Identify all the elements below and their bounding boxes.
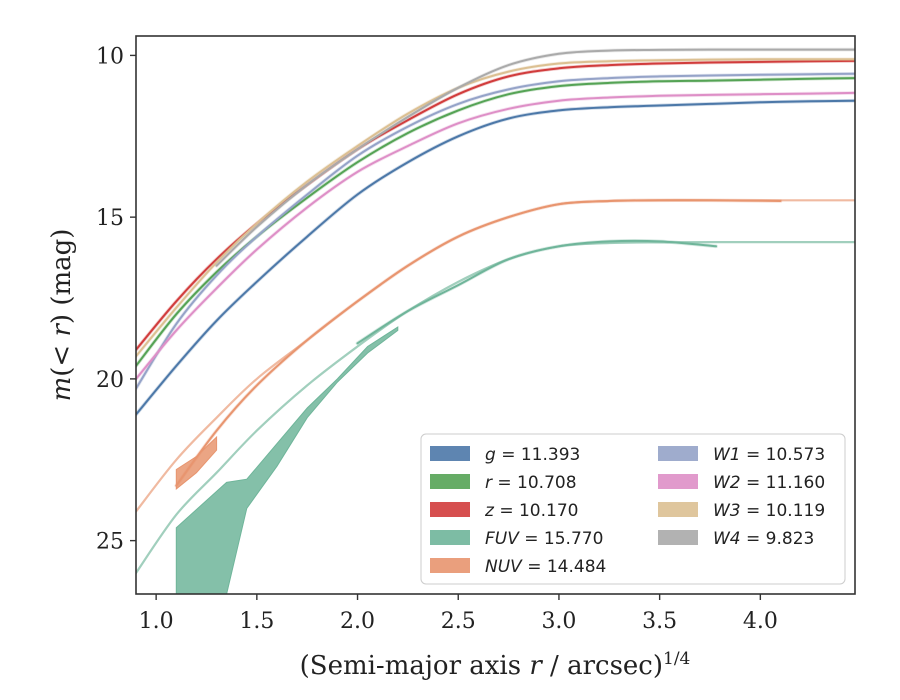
y-tick-label: 25 — [96, 530, 124, 555]
series-line-w2 — [136, 91, 855, 380]
x-tick-label: 3.0 — [541, 609, 576, 634]
series-line-r — [136, 77, 855, 367]
y-tick-label: 15 — [96, 206, 124, 231]
legend-swatch — [658, 502, 698, 517]
series-line-w1 — [136, 72, 855, 390]
x-axis-label: (Semi-major axis r / arcsec)1/4 — [300, 649, 691, 681]
series-line-g — [136, 99, 855, 416]
series-line-w3 — [136, 58, 855, 358]
legend-swatch — [430, 502, 470, 517]
y-axis-label: m(< r) (mag) — [47, 229, 77, 402]
series-line-z — [136, 59, 855, 351]
x-tick-label: 3.5 — [642, 609, 677, 634]
series-line-nuv — [175, 199, 782, 487]
series-line-w4 — [215, 48, 855, 267]
y-axis: 10 15 20 25 — [96, 44, 136, 555]
legend-label: r = 10.708 — [485, 473, 577, 493]
legend-label: z = 10.170 — [484, 501, 578, 521]
legend-box — [420, 433, 846, 585]
legend: g = 11.393 r = 10.708 z = 10.170 FUV = 15.7… — [420, 433, 846, 585]
plot-frame — [135, 35, 856, 595]
legend-label: W2 = 11.160 — [713, 473, 825, 493]
x-tick-label: 1.0 — [139, 609, 174, 634]
x-tick-label: 2.0 — [340, 609, 375, 634]
x-axis: 1.0 1.5 2.0 2.5 3.0 3.5 4.0 — [139, 594, 778, 634]
series-line-fuv — [356, 239, 717, 345]
legend-label: FUV = 15.770 — [485, 529, 603, 549]
legend-label: W4 = 9.823 — [713, 529, 814, 549]
legend-swatch — [430, 474, 470, 489]
x-tick-label: 4.0 — [743, 609, 778, 634]
legend-swatch — [658, 474, 698, 489]
legend-swatch — [658, 446, 698, 461]
x-tick-label: 1.5 — [239, 609, 274, 634]
y-tick-label: 10 — [96, 44, 124, 69]
x-tick-label: 2.5 — [441, 609, 476, 634]
y-tick-label: 20 — [96, 368, 124, 393]
legend-label: g = 11.393 — [485, 445, 580, 465]
legend-label: W3 = 10.119 — [713, 501, 825, 521]
legend-label: NUV = 14.484 — [485, 557, 606, 577]
legend-swatch — [430, 530, 470, 545]
legend-swatch — [430, 558, 470, 573]
legend-label: W1 = 10.573 — [713, 445, 825, 465]
curve-fuv-outer — [136, 240, 855, 575]
band-fuv — [175, 326, 399, 594]
series-lines — [136, 47, 855, 575]
legend-swatch — [658, 530, 698, 545]
legend-swatch — [430, 446, 470, 461]
